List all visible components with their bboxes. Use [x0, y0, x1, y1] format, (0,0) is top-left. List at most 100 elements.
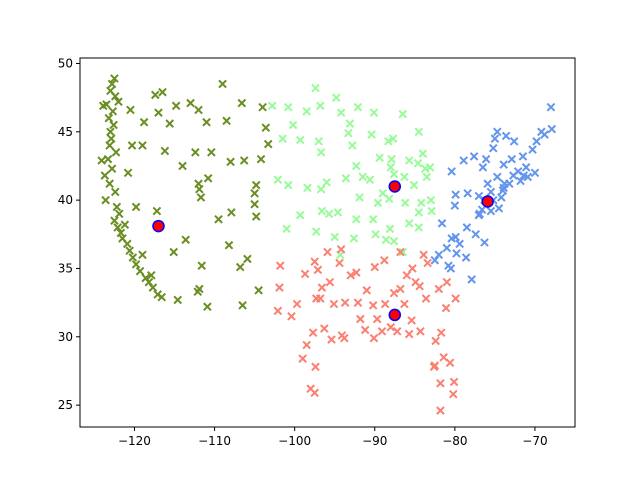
scatter-point	[327, 335, 336, 344]
scatter-point	[254, 286, 263, 295]
scatter-point	[501, 131, 511, 141]
scatter-point	[315, 101, 325, 111]
scatter-point	[160, 146, 170, 156]
scatter-point	[207, 147, 216, 157]
centroid-marker	[388, 180, 402, 193]
scatter-point	[203, 173, 213, 183]
scatter-point	[392, 327, 402, 336]
scatter-point	[340, 298, 350, 307]
scatter-point	[356, 314, 365, 324]
scatter-point	[214, 214, 223, 224]
scatter-point	[448, 389, 458, 399]
scatter-point	[411, 277, 420, 287]
scatter-point	[332, 93, 341, 102]
scatter-point	[169, 247, 179, 257]
scatter-point	[447, 167, 456, 176]
scatter-point	[389, 236, 399, 246]
scatter-point	[414, 223, 424, 232]
scatter-point	[375, 153, 384, 163]
scatter-point	[263, 139, 273, 149]
scatter-point	[437, 219, 447, 228]
scatter-point	[275, 283, 284, 292]
scatter-point	[381, 235, 391, 245]
scatter-point	[341, 173, 351, 183]
scatter-point	[171, 101, 181, 111]
scatter-point	[302, 106, 311, 116]
scatter-point	[463, 188, 472, 198]
scatter-point	[348, 141, 357, 150]
cluster-centroids	[152, 180, 494, 322]
scatter-point	[352, 214, 361, 224]
scatter-point	[308, 328, 318, 338]
scatter-point	[442, 277, 452, 287]
scatter-point	[427, 206, 436, 216]
scatter-point	[107, 164, 117, 174]
scatter-point	[416, 198, 426, 208]
scatter-point	[492, 172, 502, 182]
scatter-point	[273, 175, 283, 184]
scatter-point	[377, 327, 387, 336]
scatter-point	[516, 176, 525, 186]
scatter-point	[120, 220, 130, 230]
scatter-point	[451, 294, 460, 303]
scatter-point	[419, 250, 428, 260]
scatter-point	[404, 329, 414, 339]
scatter-point	[349, 234, 359, 243]
scatter-point	[352, 161, 361, 171]
scatter-point	[273, 306, 283, 316]
y-tick-label: 25	[58, 398, 73, 412]
scatter-point	[400, 172, 409, 182]
scatter-point	[218, 79, 227, 89]
scatter-point	[445, 358, 455, 368]
scatter-point	[389, 288, 399, 298]
scatter-point	[486, 206, 496, 216]
scatter-point	[235, 262, 245, 272]
scatter-point	[250, 188, 259, 198]
scatter-point	[154, 108, 163, 117]
scatter-point	[409, 180, 419, 190]
scatter-point	[193, 287, 203, 297]
y-tick-label: 40	[58, 193, 73, 207]
scatter-point	[251, 180, 261, 190]
scatter-point	[275, 261, 285, 271]
scatter-point	[114, 97, 123, 107]
scatter-point	[451, 190, 460, 199]
scatter-point	[547, 124, 557, 134]
scatter-point	[313, 265, 323, 275]
scatter-point	[430, 255, 440, 265]
scatter-point	[447, 234, 456, 243]
scatter-point	[110, 91, 120, 101]
scatter-point	[222, 116, 231, 126]
scatter-point	[311, 294, 321, 303]
scatter-point	[518, 152, 528, 161]
scatter-point	[98, 101, 108, 111]
scatter-point	[123, 168, 133, 178]
scatter-point	[368, 301, 378, 310]
scatter-point	[138, 250, 147, 260]
scatter-point	[404, 156, 414, 165]
scatter-point	[400, 299, 409, 309]
scatter-point	[237, 98, 247, 108]
scatter-point	[282, 224, 291, 234]
scatter-point	[345, 119, 355, 128]
scatter-point	[311, 227, 321, 236]
scatter-point	[298, 354, 307, 363]
scatter-point	[396, 284, 405, 294]
scatter-point	[441, 303, 451, 313]
scatter-point	[398, 109, 408, 119]
scatter-point	[267, 101, 277, 111]
scatter-point	[317, 206, 327, 216]
scatter-point	[330, 232, 340, 242]
scatter-point	[404, 219, 414, 228]
scatter-point	[436, 378, 445, 388]
scatter-point	[414, 208, 424, 217]
scatter-point	[513, 167, 523, 176]
scatter-point	[114, 209, 124, 219]
scatter-point	[546, 102, 556, 112]
scatter-point	[537, 127, 546, 137]
scatter-point	[110, 74, 119, 83]
scatter-point	[370, 262, 380, 272]
scatter-point	[173, 295, 183, 305]
scatter-point	[474, 191, 484, 201]
scatter-point	[303, 183, 312, 193]
